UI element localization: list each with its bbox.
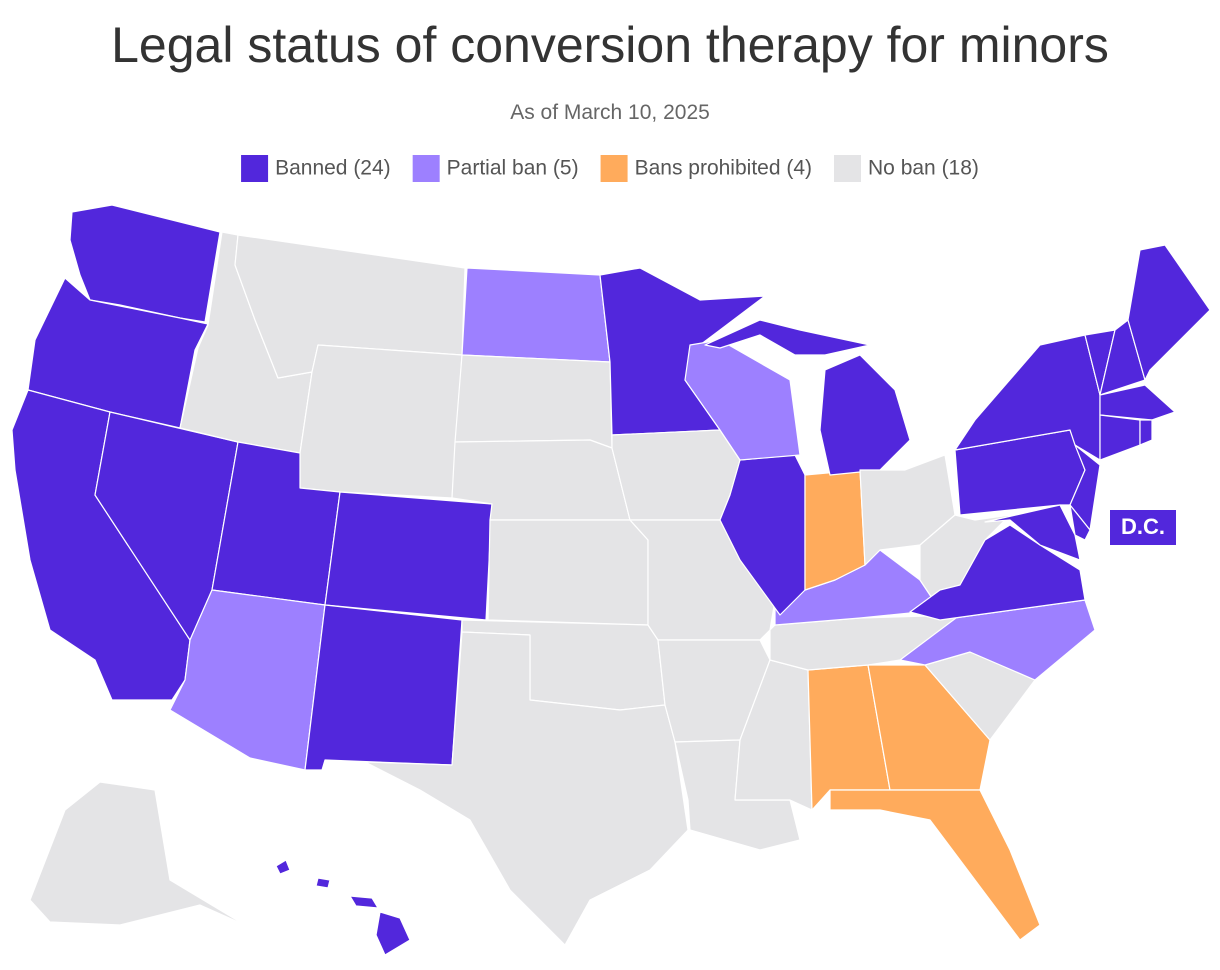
legend-swatch [834, 155, 862, 182]
title: Legal status of conversion therapy for m… [111, 17, 1109, 73]
legend-label: Banned (24) [275, 157, 391, 180]
state-or [27, 277, 209, 429]
state-hi-1 [275, 859, 291, 875]
legend-swatch [600, 155, 628, 182]
dc-label: D.C. [1121, 514, 1165, 539]
state-nm [304, 604, 463, 771]
state-hi-2 [315, 877, 331, 889]
state-ri [1139, 419, 1153, 446]
state-ga [867, 664, 991, 791]
state-hi-4 [375, 911, 411, 956]
state-mi [819, 354, 911, 476]
legend-swatch [241, 155, 269, 182]
state-ak [29, 781, 246, 926]
state-ia [611, 429, 741, 521]
legend-label: Partial ban (5) [447, 157, 579, 180]
state-hi-3 [349, 895, 379, 909]
state-mi-upper [704, 319, 871, 356]
legend: Banned (24) Partial ban (5) Bans prohibite… [241, 155, 979, 182]
state-wy [299, 344, 463, 499]
dc-box [1110, 510, 1176, 545]
state-fl [829, 789, 1041, 941]
state-il [719, 454, 806, 616]
state-va [909, 524, 1086, 621]
state-tn [769, 614, 961, 671]
legend-label: No ban (18) [868, 157, 979, 180]
state-co [324, 491, 493, 621]
state-ma [1099, 384, 1176, 421]
state-de [1069, 504, 1091, 541]
legend-label: Bans prohibited (4) [635, 157, 812, 180]
state-tx [364, 631, 689, 946]
state-wi [684, 339, 801, 461]
state-sd [454, 354, 613, 449]
legend-swatch [412, 155, 440, 182]
state-ks [487, 519, 649, 626]
state-nd [461, 267, 611, 363]
state-md [984, 504, 1081, 561]
subtitle: As of March 10, 2025 [510, 101, 710, 124]
state-me [1127, 244, 1211, 381]
states [11, 204, 1211, 956]
state-ct [1099, 414, 1141, 461]
